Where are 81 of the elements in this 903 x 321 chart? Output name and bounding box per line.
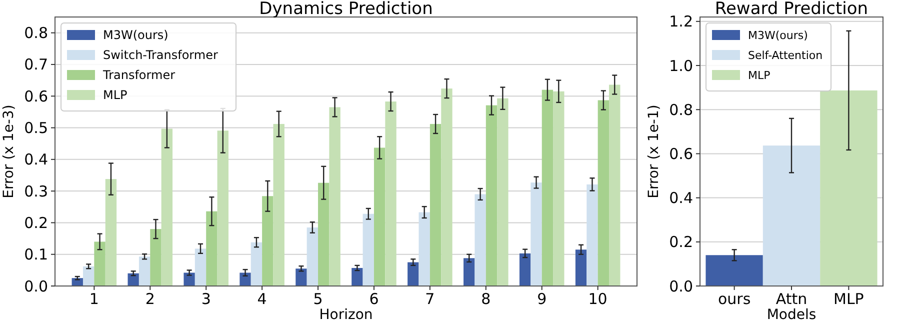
bar <box>240 272 251 286</box>
bar <box>385 102 396 286</box>
bar <box>150 229 162 286</box>
y-tick-label: 0.6 <box>669 144 693 163</box>
x-tick-label: 7 <box>425 290 435 308</box>
bar <box>362 214 374 286</box>
bar <box>206 211 218 286</box>
legend-label: Self-Attention <box>748 48 823 62</box>
x-tick-label: 8 <box>481 290 491 308</box>
x-tick-label: MLP <box>834 290 864 308</box>
y-tick-label: 0.5 <box>24 119 48 138</box>
y-tick-label: 1.0 <box>669 56 693 75</box>
x-tick-label: ours <box>718 290 751 308</box>
bar <box>418 212 430 286</box>
legend-label: M3W(ours) <box>748 28 808 42</box>
bar <box>105 179 117 286</box>
bar <box>474 194 486 286</box>
x-tick-label: 1 <box>89 290 99 308</box>
chart-title: Reward Prediction <box>714 0 868 19</box>
bar <box>94 242 106 286</box>
x-tick-label: 10 <box>588 290 608 308</box>
y-tick-label: 0.4 <box>669 189 693 208</box>
bar <box>598 100 610 286</box>
y-axis-title: Error (x 1e-3) <box>1 104 17 198</box>
x-axis-title: Models <box>766 307 816 321</box>
bar <box>530 182 542 286</box>
bar <box>82 266 94 286</box>
bar <box>296 268 307 286</box>
bar <box>352 268 363 286</box>
x-tick-label: 9 <box>537 290 547 308</box>
bar <box>273 124 284 286</box>
bar <box>161 128 173 286</box>
y-tick-label: 0.0 <box>669 277 693 296</box>
y-tick-label: 0.2 <box>669 233 693 252</box>
bar <box>497 98 508 286</box>
bar <box>262 196 274 286</box>
y-tick-label: 0.8 <box>669 100 693 119</box>
x-tick-label: Attn <box>776 290 808 308</box>
y-tick-label: 1.2 <box>669 12 693 31</box>
bar <box>329 107 340 286</box>
bar <box>575 250 587 286</box>
bar <box>374 148 386 286</box>
x-tick-label: 6 <box>369 290 379 308</box>
y-tick-label: 0.3 <box>24 182 48 200</box>
x-tick-label: 3 <box>201 290 211 308</box>
bar <box>464 258 475 286</box>
bar <box>553 91 564 286</box>
bar <box>519 253 531 286</box>
legend-label: Transformer <box>102 68 176 82</box>
y-tick-label: 0.1 <box>24 246 48 264</box>
bar <box>441 88 452 286</box>
bar <box>486 105 498 286</box>
y-tick-label: 0.4 <box>24 150 48 169</box>
bar <box>430 124 442 286</box>
y-tick-label: 0.2 <box>24 214 48 232</box>
legend-label: M3W(ours) <box>103 28 168 42</box>
bar <box>318 182 330 286</box>
legend-label: MLP <box>748 68 771 82</box>
x-tick-label: 4 <box>257 290 267 308</box>
chart-title: Dynamics Prediction <box>259 0 433 19</box>
x-tick-label: 5 <box>313 290 323 308</box>
legend-label: MLP <box>103 88 128 102</box>
bar <box>128 273 139 286</box>
bar <box>306 227 318 286</box>
bar <box>408 262 419 286</box>
y-axis-title: Error (x 1e-1) <box>646 104 662 198</box>
bar <box>194 248 206 286</box>
bar <box>184 272 195 286</box>
y-tick-label: 0.7 <box>24 56 48 74</box>
bar <box>250 242 262 286</box>
bar <box>586 184 598 286</box>
x-tick-label: 2 <box>145 290 155 308</box>
bar <box>609 84 620 286</box>
legend-label: Switch-Transformer <box>103 48 218 62</box>
y-tick-label: 0.8 <box>24 24 48 42</box>
y-tick-label: 0.0 <box>24 277 48 296</box>
bar <box>542 90 554 286</box>
x-axis-title: Horizon <box>319 307 373 321</box>
y-tick-label: 0.6 <box>24 87 48 106</box>
bar <box>138 256 150 286</box>
bar <box>217 130 228 286</box>
